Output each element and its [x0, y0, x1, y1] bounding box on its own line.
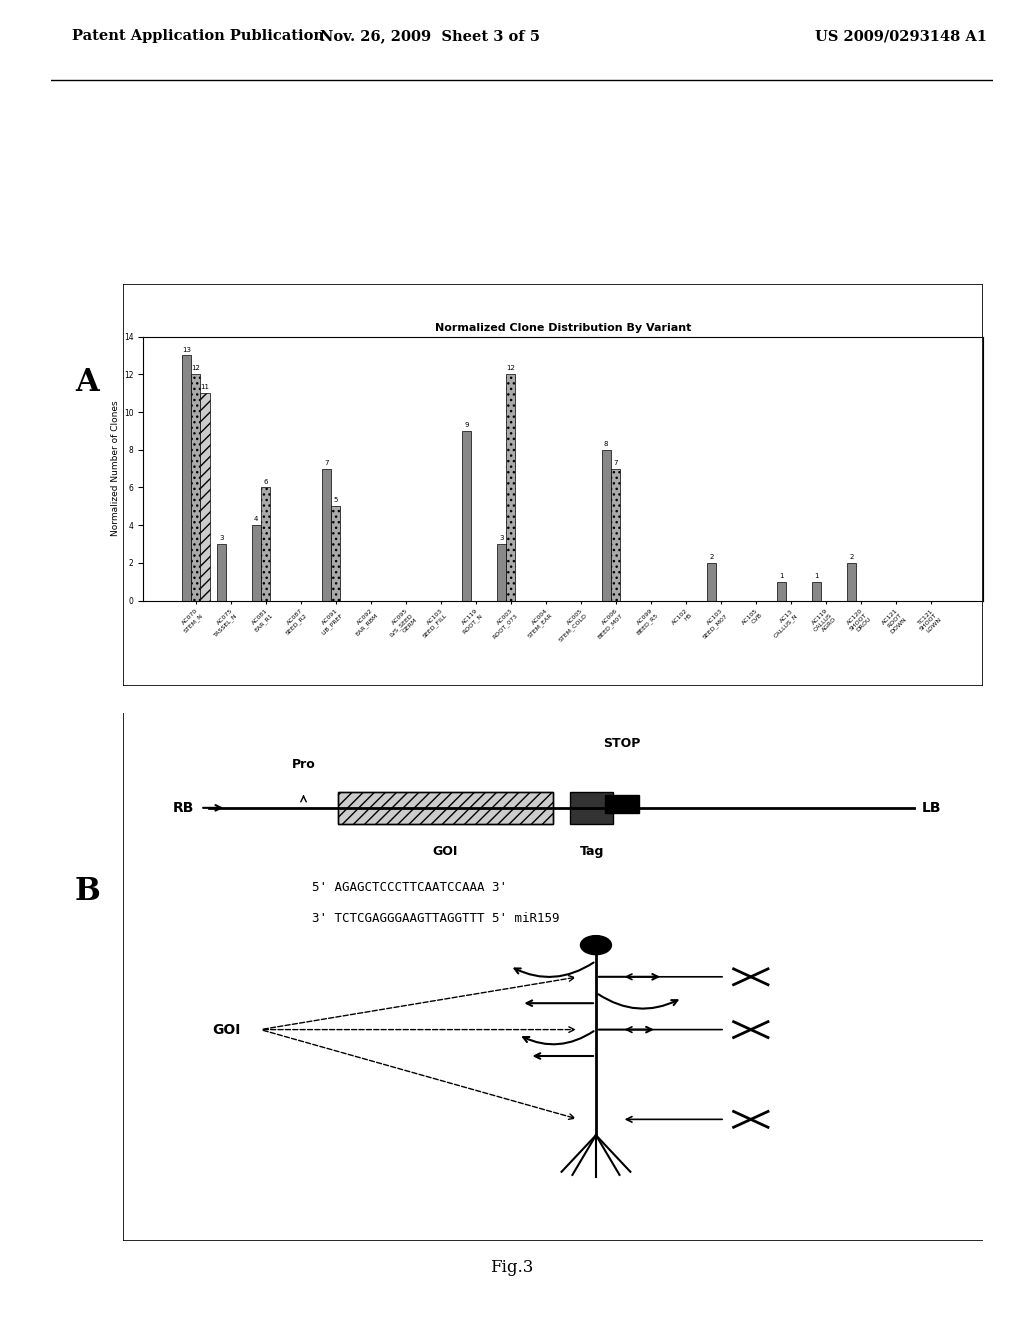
Bar — [252, 525, 261, 601]
Title: Normalized Clone Distribution By Variant: Normalized Clone Distribution By Variant — [435, 323, 691, 333]
Text: B: B — [74, 875, 100, 907]
Bar — [776, 582, 786, 601]
Bar — [462, 430, 471, 601]
FancyBboxPatch shape — [570, 792, 613, 824]
Text: 6: 6 — [263, 479, 268, 484]
Bar — [261, 487, 270, 601]
Text: 11: 11 — [201, 384, 210, 391]
Text: Pro: Pro — [292, 758, 315, 771]
Text: Nov. 26, 2009  Sheet 3 of 5: Nov. 26, 2009 Sheet 3 of 5 — [321, 29, 540, 44]
Y-axis label: Normalized Number of Clones: Normalized Number of Clones — [111, 401, 120, 536]
Bar — [604, 795, 639, 813]
Text: RB: RB — [172, 801, 194, 814]
Text: 8: 8 — [604, 441, 608, 447]
Bar — [601, 450, 611, 601]
Bar — [847, 562, 856, 601]
Text: LB: LB — [922, 801, 941, 814]
Text: A: A — [75, 367, 99, 399]
Text: 9: 9 — [464, 422, 469, 428]
Bar — [216, 544, 226, 601]
Text: GOI: GOI — [433, 845, 458, 858]
Bar — [611, 469, 621, 601]
Bar — [497, 544, 506, 601]
Text: 7: 7 — [613, 459, 617, 466]
Text: GOI: GOI — [212, 1023, 241, 1036]
Circle shape — [581, 936, 611, 954]
Text: 5' AGAGCTCCCTTCAATCCAAA 3': 5' AGAGCTCCCTTCAATCCAAA 3' — [312, 880, 507, 894]
Text: 7: 7 — [324, 459, 329, 466]
Bar — [812, 582, 821, 601]
Text: 1: 1 — [814, 573, 818, 579]
Text: 3' TCTCGAGGGAAGTTAGGTTT 5' miR159: 3' TCTCGAGGGAAGTTAGGTTT 5' miR159 — [312, 912, 559, 925]
Bar — [201, 393, 210, 601]
Text: 12: 12 — [191, 366, 200, 371]
Text: 3: 3 — [219, 535, 223, 541]
Text: Patent Application Publication: Patent Application Publication — [72, 29, 324, 44]
Text: Tag: Tag — [580, 845, 604, 858]
Bar — [506, 375, 515, 601]
Text: Fig.3: Fig.3 — [490, 1259, 534, 1275]
Text: 12: 12 — [506, 366, 515, 371]
Text: 4: 4 — [254, 516, 258, 523]
Bar — [181, 355, 191, 601]
Text: 13: 13 — [181, 347, 190, 352]
Bar — [707, 562, 716, 601]
Text: 2: 2 — [849, 554, 853, 560]
Bar — [191, 375, 201, 601]
Text: 1: 1 — [779, 573, 783, 579]
Text: US 2009/0293148 A1: US 2009/0293148 A1 — [815, 29, 987, 44]
Text: 2: 2 — [709, 554, 714, 560]
Bar — [331, 507, 340, 601]
Text: 3: 3 — [499, 535, 504, 541]
Bar — [322, 469, 331, 601]
FancyBboxPatch shape — [338, 792, 553, 824]
Text: STOP: STOP — [603, 737, 640, 750]
Text: 5: 5 — [334, 498, 338, 503]
